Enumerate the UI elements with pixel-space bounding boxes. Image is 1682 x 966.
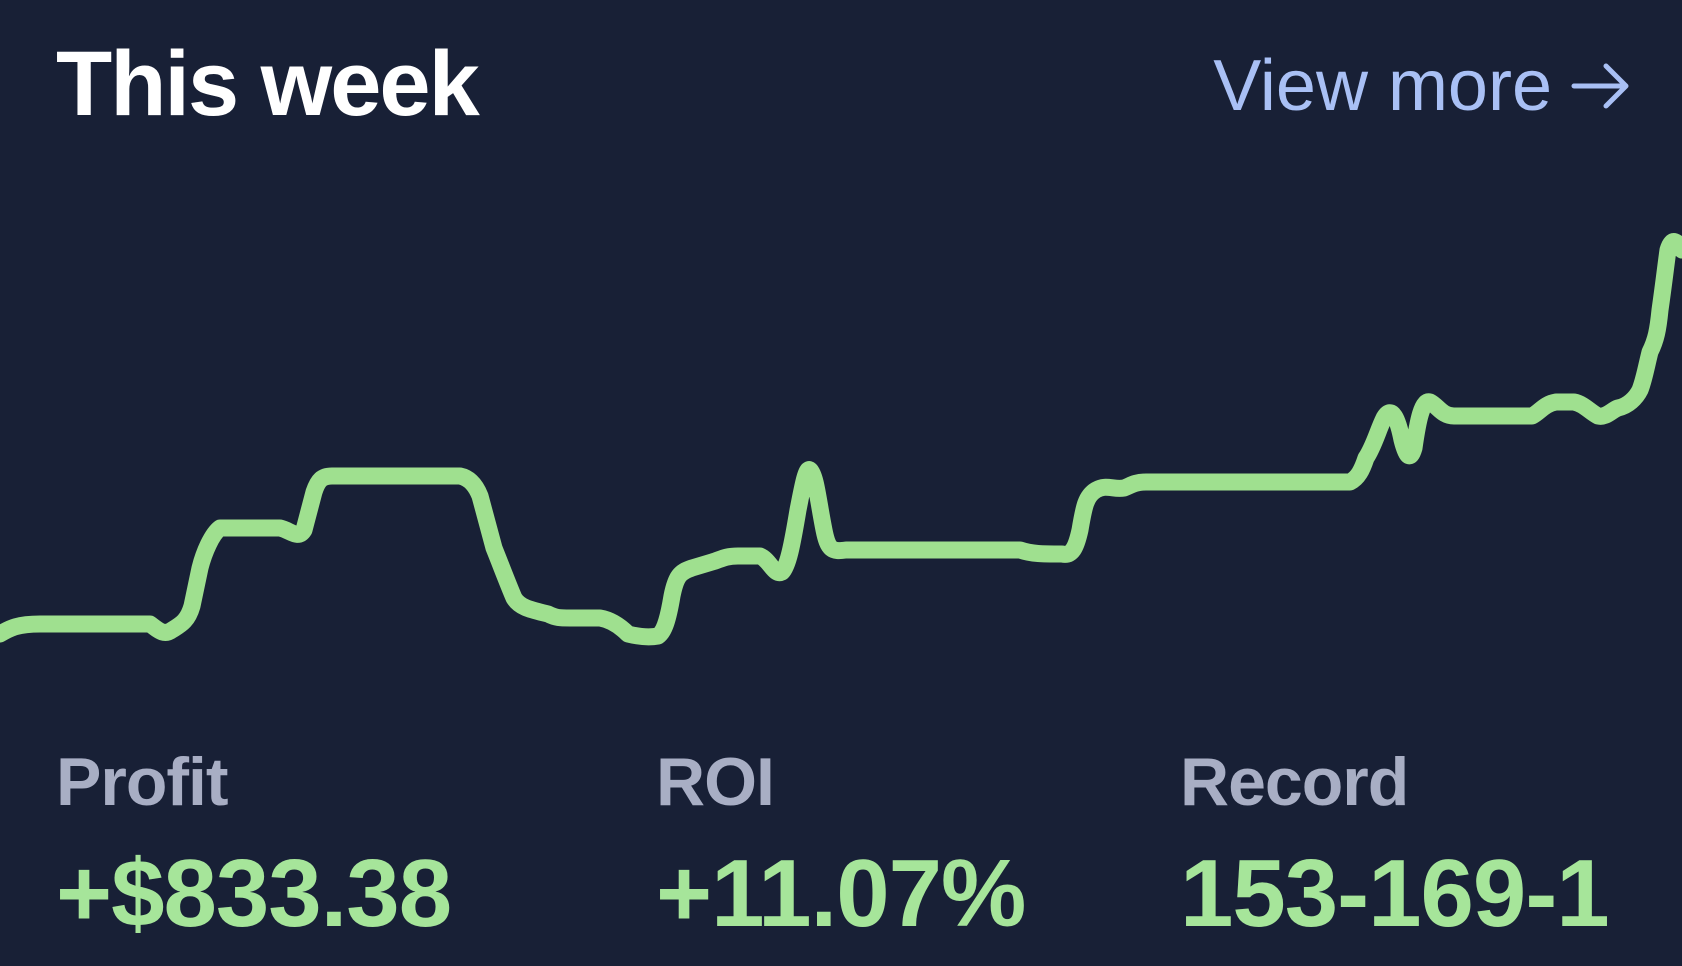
profit-line-chart: [0, 233, 1682, 646]
profit-trend-line: [0, 233, 1682, 646]
view-more-link[interactable]: View more: [1213, 50, 1632, 122]
stat-record: Record 153-169-1: [1180, 744, 1610, 947]
stat-profit: Profit +$833.38: [56, 744, 452, 947]
card-title: This week: [56, 33, 480, 135]
arrow-right-icon: [1570, 61, 1632, 111]
stat-label-record: Record: [1180, 744, 1409, 820]
stat-value-roi: +11.07%: [656, 840, 1026, 947]
stat-value-record: 153-169-1: [1180, 840, 1610, 947]
stat-label-profit: Profit: [56, 744, 229, 820]
stat-label-roi: ROI: [656, 744, 775, 820]
stat-value-profit: +$833.38: [56, 840, 452, 947]
view-more-label: View more: [1213, 46, 1552, 126]
stat-roi: ROI +11.07%: [656, 744, 1026, 947]
